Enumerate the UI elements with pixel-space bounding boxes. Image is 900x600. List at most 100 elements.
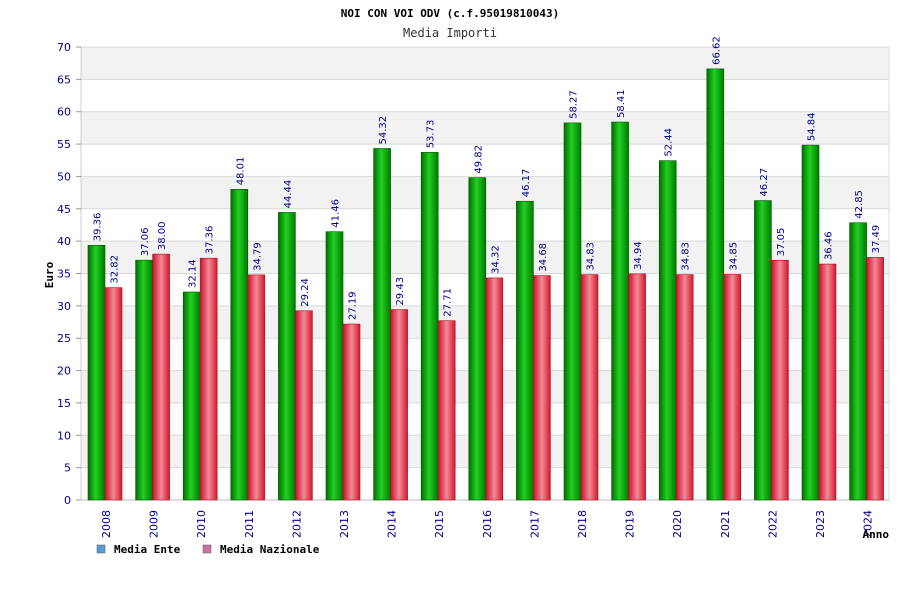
- legend-swatch: [202, 544, 212, 554]
- value-label: 37.05: [776, 228, 787, 257]
- bar-media-ente-2022: [754, 200, 772, 501]
- x-tick-label: 2021: [719, 510, 732, 538]
- bar-media-ente-2020: [658, 160, 677, 501]
- value-label: 37.36: [205, 226, 216, 255]
- y-tick-label: 40: [57, 235, 71, 248]
- value-label: 37.49: [871, 225, 882, 254]
- y-tick-label: 70: [57, 41, 71, 54]
- y-tick-label: 20: [57, 365, 71, 378]
- value-label: 41.46: [331, 199, 342, 228]
- bar-media-ente-2008: [87, 244, 106, 501]
- value-label: 27.19: [348, 291, 359, 320]
- x-tick-label: 2016: [481, 510, 494, 538]
- bar-media-nazionale-2014: [390, 309, 408, 501]
- value-label: 37.06: [140, 228, 151, 257]
- bar-media-nazionale-2021: [723, 274, 742, 501]
- y-tick-label: 55: [57, 138, 71, 151]
- value-label: 29.43: [395, 277, 406, 306]
- x-tick-label: 2013: [338, 510, 351, 538]
- value-label: 29.24: [300, 278, 311, 307]
- value-label: 46.27: [759, 168, 770, 197]
- value-label: 58.27: [569, 90, 580, 119]
- plot-band: [81, 79, 889, 112]
- x-tick-label: 2017: [528, 510, 541, 538]
- value-label: 32.14: [188, 259, 199, 288]
- bar-media-ente-2019: [611, 121, 629, 501]
- y-tick-label: 35: [57, 268, 71, 281]
- x-tick-label: 2020: [671, 510, 684, 538]
- x-axis-title: Anno: [863, 528, 890, 541]
- bars: 39.36 32.82 37.06 38.00 32.14 37.36 48.01 34.79…: [87, 36, 884, 501]
- bar-media-ente-2023: [801, 144, 820, 501]
- bar-media-nazionale-2012: [295, 310, 313, 501]
- bar-media-ente-2021: [706, 68, 725, 501]
- value-label: 34.79: [252, 242, 263, 271]
- value-label: 53.73: [426, 120, 437, 149]
- bar-media-ente-2014: [373, 148, 391, 501]
- value-label: 34.83: [586, 242, 597, 271]
- legend-label: Media Ente: [114, 543, 181, 556]
- value-label: 54.32: [378, 116, 389, 145]
- bar-media-ente-2015: [420, 151, 439, 501]
- x-tick-label: 2019: [624, 510, 637, 538]
- y-axis-title: Euro: [43, 261, 56, 288]
- value-label: 46.17: [521, 169, 532, 198]
- bar-media-ente-2010: [182, 291, 201, 501]
- bar-media-nazionale-2019: [628, 273, 646, 501]
- bar-media-nazionale-2018: [580, 274, 599, 501]
- bar-media-nazionale-2011: [247, 274, 266, 501]
- value-label: 42.85: [854, 190, 865, 219]
- value-label: 58.41: [616, 89, 627, 118]
- y-tick-label: 10: [57, 429, 71, 442]
- bar-media-nazionale-2013: [342, 323, 361, 501]
- bar-media-nazionale-2009: [152, 253, 170, 501]
- plot-band: [81, 111, 889, 145]
- bar-media-ente-2013: [325, 231, 344, 501]
- bar-media-ente-2018: [563, 122, 582, 501]
- x-tick-label: 2023: [814, 510, 827, 538]
- x-axis-ticks: 2008 2009 2010 2011 2012 2013 2014 2015 2016 2017…: [100, 510, 875, 538]
- bar-media-nazionale-2016: [485, 277, 504, 501]
- value-label: 34.32: [490, 245, 501, 274]
- bar-media-ente-2017: [516, 200, 534, 501]
- y-tick-label: 30: [57, 300, 71, 313]
- x-tick-label: 2008: [100, 510, 113, 538]
- y-tick-label: 5: [64, 462, 71, 475]
- bar-media-nazionale-2023: [818, 263, 837, 501]
- y-tick-label: 60: [57, 106, 71, 119]
- chart-subtitle: Media Importi: [403, 26, 497, 40]
- y-tick-label: 65: [57, 73, 71, 86]
- value-label: 34.83: [681, 242, 692, 271]
- bar-media-nazionale-2022: [771, 259, 789, 501]
- value-label: 36.46: [824, 231, 835, 260]
- value-label: 27.71: [443, 288, 454, 317]
- bar-media-ente-2024: [849, 222, 867, 501]
- value-label: 38.00: [157, 221, 168, 250]
- x-tick-label: 2012: [290, 510, 303, 538]
- x-tick-label: 2015: [433, 510, 446, 538]
- bar-media-ente-2009: [135, 259, 153, 501]
- plot-band: [81, 47, 889, 80]
- value-label: 49.82: [473, 145, 484, 174]
- value-label: 48.01: [235, 157, 246, 186]
- x-tick-label: 2010: [195, 510, 208, 538]
- x-tick-label: 2011: [243, 510, 256, 538]
- bar-media-nazionale-2024: [866, 257, 884, 501]
- plot-band: [81, 144, 889, 177]
- value-label: 34.85: [728, 242, 739, 271]
- bar-media-nazionale-2010: [199, 257, 218, 501]
- x-tick-label: 2014: [386, 510, 399, 538]
- value-label: 44.44: [283, 180, 294, 209]
- legend: Media Ente Media Nazionale: [96, 543, 320, 556]
- chart-title: NOI CON VOI ODV (c.f.95019810043): [341, 7, 560, 20]
- y-tick-label: 45: [57, 203, 71, 216]
- value-label: 54.84: [807, 112, 818, 141]
- x-tick-label: 2024: [862, 510, 875, 538]
- legend-label: Media Nazionale: [220, 543, 320, 556]
- x-tick-label: 2018: [576, 510, 589, 538]
- value-label: 34.68: [538, 243, 549, 272]
- bar-media-nazionale-2008: [104, 287, 123, 501]
- value-label: 34.94: [633, 241, 644, 270]
- x-tick-label: 2022: [766, 510, 779, 538]
